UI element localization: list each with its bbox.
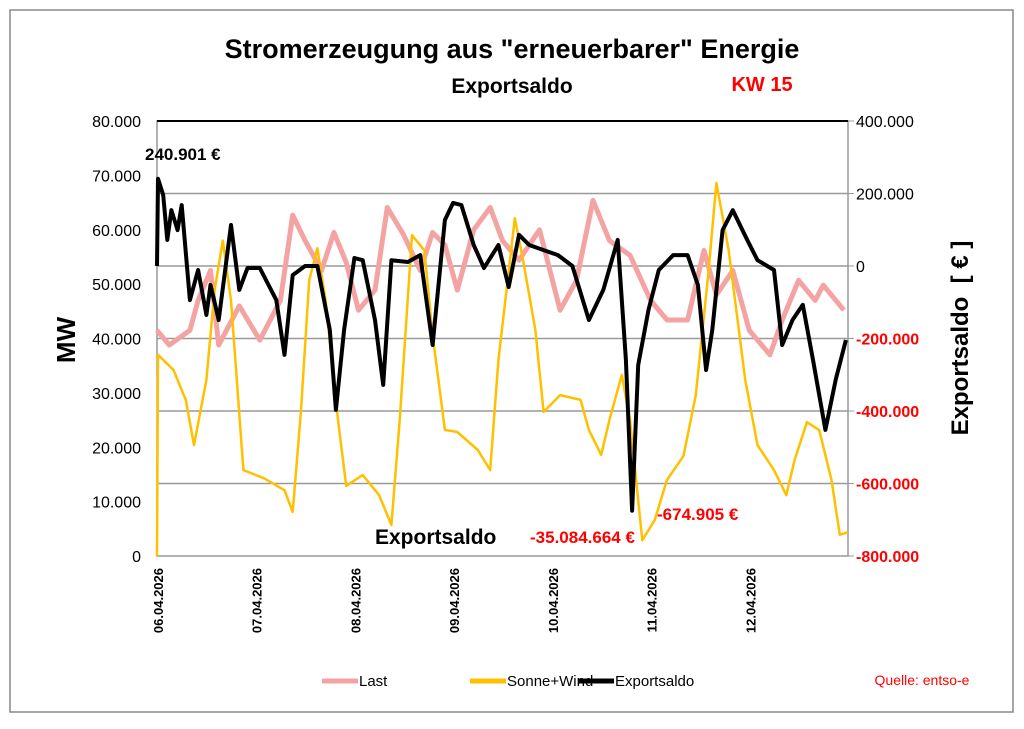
chart-subtitle: Exportsaldo <box>451 75 572 98</box>
y2-tick-label: -600.000 <box>856 477 919 494</box>
y2-tick-label: -800.000 <box>856 549 919 566</box>
legend-label: Sonne+Wind <box>507 673 593 690</box>
y-tick-label: 50.000 <box>92 277 141 294</box>
max-export-annotation: 240.901 € <box>145 145 221 164</box>
series-line-last <box>155 197 846 358</box>
y-axis-right: -800.000 -600.000 -400.000 -200.000 0 200.000… <box>848 114 919 566</box>
y-tick-label: 80.000 <box>92 114 141 131</box>
y-axis-left: 0 10.000 20.000 30.000 40.000 50.000 60.000 70.… <box>92 114 141 566</box>
x-axis: 06.04.2026 07.04.2026 08.04.2026 09.04.2026… <box>151 568 758 633</box>
x-tick-label: 09.04.2026 <box>447 568 462 633</box>
y-tick-label: 10.000 <box>92 495 141 512</box>
legend-label: Last <box>359 673 388 690</box>
x-tick-label: 12.04.2026 <box>743 568 758 633</box>
legend: Last Sonne+Wind Exportsaldo <box>322 673 694 690</box>
y-tick-label: 70.000 <box>92 168 141 185</box>
chart-title: Stromerzeugung aus "erneuerbarer" Energi… <box>225 34 800 64</box>
y-tick-label: 60.000 <box>92 223 141 240</box>
source-label: Quelle: entso-e <box>875 672 970 688</box>
chart-frame <box>9 9 1014 713</box>
legend-label: Exportsaldo <box>615 673 694 690</box>
x-tick-label: 07.04.2026 <box>250 568 265 633</box>
x-tick-label: 08.04.2026 <box>348 568 363 633</box>
y2-tick-label: 0 <box>856 259 865 276</box>
y2-axis-label: Exportsaldo [ € ] <box>947 241 974 436</box>
x-tick-label: 11.04.2026 <box>645 568 660 632</box>
x-tick-label: 10.04.2026 <box>546 568 561 633</box>
total-label-annotation: Exportsaldo <box>375 526 496 549</box>
min-export-annotation: -674.905 € <box>657 505 739 524</box>
y-axis-label: MW <box>51 316 81 363</box>
y2-tick-label: -200.000 <box>856 332 919 349</box>
series-line-exportsaldo <box>155 176 848 513</box>
y2-tick-label: 400.000 <box>856 114 914 131</box>
y2-tick-label: -400.000 <box>856 404 919 421</box>
y-tick-label: 0 <box>132 549 141 566</box>
y2-tick-label: 200.000 <box>856 187 914 204</box>
x-tick-label: 06.04.2026 <box>151 568 166 633</box>
y-tick-label: 20.000 <box>92 440 141 457</box>
series-lines <box>155 176 849 557</box>
y-tick-label: 40.000 <box>92 332 141 349</box>
y-tick-label: 30.000 <box>92 386 141 403</box>
week-label: KW 15 <box>731 74 792 96</box>
total-value-annotation: -35.084.664 € <box>530 528 635 547</box>
series-line-sonne-wind <box>155 181 849 557</box>
